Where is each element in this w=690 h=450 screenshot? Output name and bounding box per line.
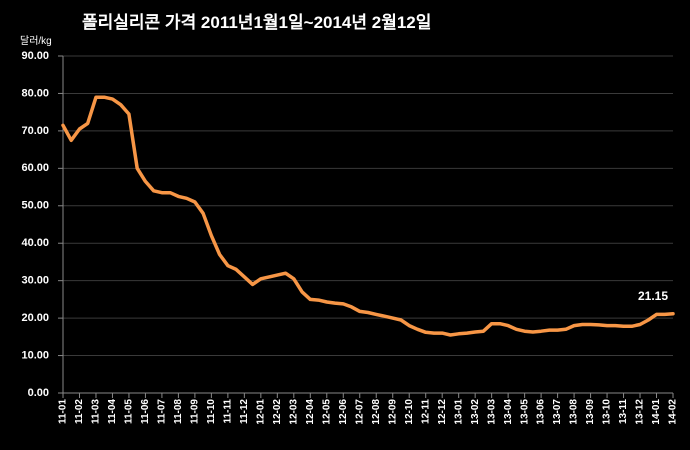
x-tick-label: 13-08 bbox=[569, 399, 580, 425]
x-tick-label: 11-10 bbox=[206, 399, 217, 424]
x-tick-label: 14-02 bbox=[668, 399, 679, 425]
y-tick-label: 70.00 bbox=[21, 125, 49, 137]
x-tick-label: 11-08 bbox=[173, 399, 184, 424]
y-tick-label: 80.00 bbox=[21, 87, 49, 99]
x-tick-label: 11-06 bbox=[140, 399, 151, 424]
x-tick-label: 13-11 bbox=[618, 399, 629, 424]
x-tick-label: 13-07 bbox=[552, 399, 563, 425]
x-tick-label: 11-04 bbox=[107, 399, 118, 424]
y-tick-label: 90.00 bbox=[21, 50, 49, 62]
x-tick-label: 12-07 bbox=[354, 399, 365, 425]
x-tick-label: 14-01 bbox=[651, 399, 662, 425]
x-tick-label: 13-05 bbox=[519, 399, 530, 425]
x-tick-label: 13-09 bbox=[585, 399, 596, 425]
x-tick-label: 13-06 bbox=[536, 399, 547, 425]
x-tick-label: 12-02 bbox=[272, 399, 283, 425]
x-tick-label: 11-01 bbox=[58, 399, 69, 424]
x-tick-label: 12-12 bbox=[437, 399, 448, 425]
x-tick-label: 13-04 bbox=[503, 399, 514, 425]
x-tick-label: 11-05 bbox=[124, 399, 135, 424]
x-tick-label: 11-12 bbox=[239, 399, 250, 424]
price-line bbox=[61, 95, 675, 337]
x-tick-label: 12-08 bbox=[371, 399, 382, 425]
chart-title: 폴리실리콘 가격 2011년1월1일~2014년 2월12일 bbox=[82, 13, 431, 32]
y-tick-label: 30.00 bbox=[21, 275, 49, 287]
x-tick-label: 11-11 bbox=[223, 399, 234, 424]
x-tick-label: 11-09 bbox=[190, 399, 201, 424]
x-tick-label: 11-07 bbox=[157, 399, 168, 424]
x-tick-label: 12-01 bbox=[255, 399, 266, 425]
x-tick-label: 12-11 bbox=[420, 399, 431, 424]
y-tick-label: 60.00 bbox=[21, 162, 49, 174]
y-axis-label: 달러/kg bbox=[20, 35, 52, 47]
x-tick-label: 13-01 bbox=[453, 399, 464, 425]
x-tick-label: 12-05 bbox=[321, 399, 332, 425]
x-tick-label: 11-02 bbox=[74, 399, 85, 424]
x-tick-label: 13-03 bbox=[486, 399, 497, 425]
y-tick-label: 10.00 bbox=[21, 349, 49, 361]
x-tick-label: 12-09 bbox=[387, 399, 398, 425]
x-tick-label: 13-12 bbox=[635, 399, 646, 425]
data-label: 21.15 bbox=[638, 289, 668, 303]
y-tick-label: 0.00 bbox=[28, 387, 49, 399]
y-tick-label: 50.00 bbox=[21, 200, 49, 212]
x-tick-label: 11-03 bbox=[91, 399, 102, 424]
x-tick-label: 12-10 bbox=[404, 399, 415, 425]
x-tick-label: 12-06 bbox=[338, 399, 349, 425]
y-tick-label: 40.00 bbox=[21, 237, 49, 249]
x-tick-label: 13-10 bbox=[602, 399, 613, 425]
x-tick-label: 13-02 bbox=[470, 399, 481, 425]
y-tick-label: 20.00 bbox=[21, 312, 49, 324]
x-tick-label: 12-04 bbox=[305, 399, 316, 425]
x-tick-label: 12-03 bbox=[288, 399, 299, 425]
